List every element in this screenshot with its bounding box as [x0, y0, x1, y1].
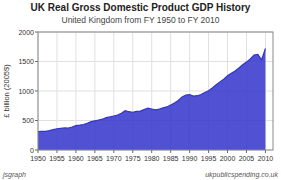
- tick-label: 2005: [239, 155, 255, 162]
- tick-label: 1960: [68, 155, 84, 162]
- chart: UK Real Gross Domestic Product GDP Histo…: [0, 0, 281, 180]
- tick-label: 0: [30, 147, 34, 154]
- line: [38, 49, 265, 132]
- axis-label: £ billion (2005$): [2, 64, 11, 118]
- tick-label: 1995: [201, 155, 217, 162]
- axes: 0 500 1000 1500 2000 195019551960196519701975…: [18, 29, 273, 163]
- footer: jsgraph: [2, 171, 26, 179]
- footer: ukpublicspending.co.uk: [205, 171, 278, 179]
- tick-label: 1985: [163, 155, 179, 162]
- subtitle: United Kingdom from FY 1950 to FY 2010: [62, 15, 220, 25]
- tick-label: 1980: [144, 155, 160, 162]
- tick-label: 1500: [18, 58, 34, 65]
- tick-label: 2000: [220, 155, 236, 162]
- grid-line: [38, 61, 273, 62]
- plot-area: [38, 49, 265, 150]
- title: UK Real Gross Domestic Product GDP Histo…: [31, 2, 251, 13]
- tick-label: 1965: [87, 155, 103, 162]
- plot-frame: [38, 32, 273, 150]
- tick-label: 500: [22, 117, 34, 124]
- tick-label: 1990: [182, 155, 198, 162]
- tick-label: 1950: [30, 155, 46, 162]
- tick-label: 1000: [18, 88, 34, 95]
- tick-label: 2010: [258, 155, 274, 162]
- tick-label: 1975: [125, 155, 141, 162]
- tick-label: 1970: [106, 155, 122, 162]
- tick-label: 1955: [49, 155, 65, 162]
- tick-label: 2000: [18, 29, 34, 36]
- grid: [38, 32, 273, 150]
- area: [38, 49, 265, 150]
